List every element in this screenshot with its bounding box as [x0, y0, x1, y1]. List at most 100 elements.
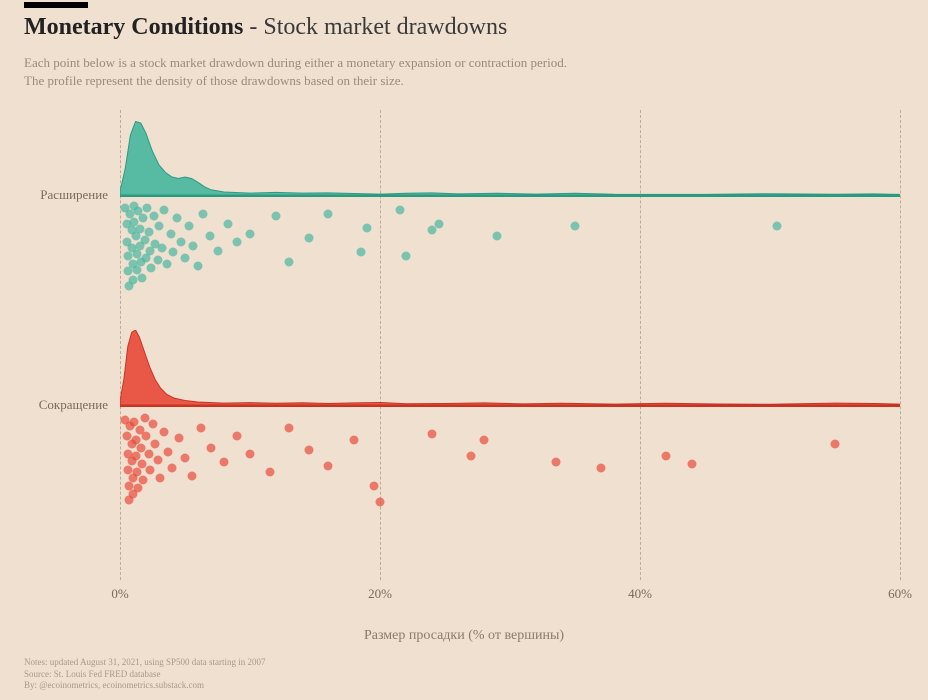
density-curve-expansion: [120, 120, 900, 195]
scatter-strip-contraction: [120, 406, 900, 506]
data-point: [153, 456, 162, 465]
data-point: [143, 204, 152, 213]
data-point: [246, 230, 255, 239]
data-point: [196, 424, 205, 433]
data-point: [129, 276, 138, 285]
data-point: [551, 458, 560, 467]
chart-title: Monetary Conditions - Stock market drawd…: [24, 14, 507, 41]
data-point: [597, 464, 606, 473]
data-point: [324, 462, 333, 471]
data-point: [187, 472, 196, 481]
data-point: [147, 264, 156, 273]
data-point: [772, 222, 781, 231]
data-point: [369, 482, 378, 491]
data-point: [145, 466, 154, 475]
title-light: Stock market drawdowns: [263, 14, 507, 40]
data-point: [272, 212, 281, 221]
footer-source: Source: St. Louis Fed FRED database: [24, 669, 266, 681]
data-point: [350, 436, 359, 445]
data-point: [155, 222, 164, 231]
data-point: [142, 432, 151, 441]
data-point: [181, 254, 190, 263]
data-point: [480, 436, 489, 445]
data-point: [153, 256, 162, 265]
chart-footer: Notes: updated August 31, 2021, using SP…: [24, 657, 266, 692]
data-point: [467, 452, 476, 461]
data-point: [131, 452, 140, 461]
data-point: [213, 247, 222, 256]
data-point: [194, 262, 203, 271]
data-point: [177, 238, 186, 247]
data-point: [363, 224, 372, 233]
data-point: [139, 214, 148, 223]
data-point: [140, 236, 149, 245]
data-point: [324, 210, 333, 219]
data-point: [428, 430, 437, 439]
data-point: [144, 450, 153, 459]
data-point: [156, 474, 165, 483]
data-point: [174, 434, 183, 443]
x-tick-label: 0%: [111, 580, 128, 602]
data-point: [148, 420, 157, 429]
data-point: [395, 206, 404, 215]
x-tick-label: 40%: [628, 580, 652, 602]
data-point: [285, 424, 294, 433]
subtitle-line-2: The profile represent the density of tho…: [24, 72, 567, 90]
data-point: [164, 448, 173, 457]
data-point: [157, 244, 166, 253]
data-point: [188, 242, 197, 251]
data-point: [376, 498, 385, 507]
chart-subtitle: Each point below is a stock market drawd…: [24, 54, 567, 90]
footer-byline: By: @ecoinometrics, ecoinometrics.substa…: [24, 680, 266, 692]
data-point: [181, 454, 190, 463]
data-point: [135, 225, 144, 234]
y-category-label-expansion: Расширение: [40, 187, 120, 203]
footer-notes: Notes: updated August 31, 2021, using SP…: [24, 657, 266, 669]
data-point: [233, 238, 242, 247]
data-point: [831, 440, 840, 449]
data-point: [160, 428, 169, 437]
data-point: [160, 206, 169, 215]
data-point: [138, 274, 147, 283]
x-tick-label: 20%: [368, 580, 392, 602]
data-point: [149, 212, 158, 221]
y-category-label-contraction: Сокращение: [39, 397, 120, 413]
data-point: [220, 458, 229, 467]
data-point: [134, 484, 143, 493]
data-point: [304, 446, 313, 455]
header-accent-bar: [24, 2, 88, 8]
data-point: [205, 232, 214, 241]
data-point: [246, 450, 255, 459]
x-axis-title: Размер просадки (% от вершины): [364, 628, 564, 644]
data-point: [402, 252, 411, 261]
data-point: [173, 214, 182, 223]
data-point: [223, 220, 232, 229]
data-point: [434, 220, 443, 229]
data-point: [304, 234, 313, 243]
density-curve-contraction: [120, 330, 900, 405]
data-point: [168, 464, 177, 473]
data-point: [132, 468, 141, 477]
data-point: [285, 258, 294, 267]
data-point: [571, 222, 580, 231]
gridline: [900, 110, 901, 580]
data-point: [493, 232, 502, 241]
data-point: [166, 230, 175, 239]
data-point: [207, 444, 216, 453]
data-point: [233, 432, 242, 441]
data-point: [662, 452, 671, 461]
data-point: [688, 460, 697, 469]
subtitle-line-1: Each point below is a stock market drawd…: [24, 54, 567, 72]
data-point: [144, 228, 153, 237]
data-point: [151, 440, 160, 449]
data-point: [162, 260, 171, 269]
chart-plot-area: 0%20%40%60%РасширениеСокращение: [120, 110, 900, 580]
data-point: [184, 222, 193, 231]
x-tick-label: 60%: [888, 580, 912, 602]
title-bold: Monetary Conditions: [24, 14, 243, 40]
title-sep: -: [243, 14, 263, 40]
data-point: [199, 210, 208, 219]
data-point: [265, 468, 274, 477]
data-point: [139, 476, 148, 485]
data-point: [356, 248, 365, 257]
